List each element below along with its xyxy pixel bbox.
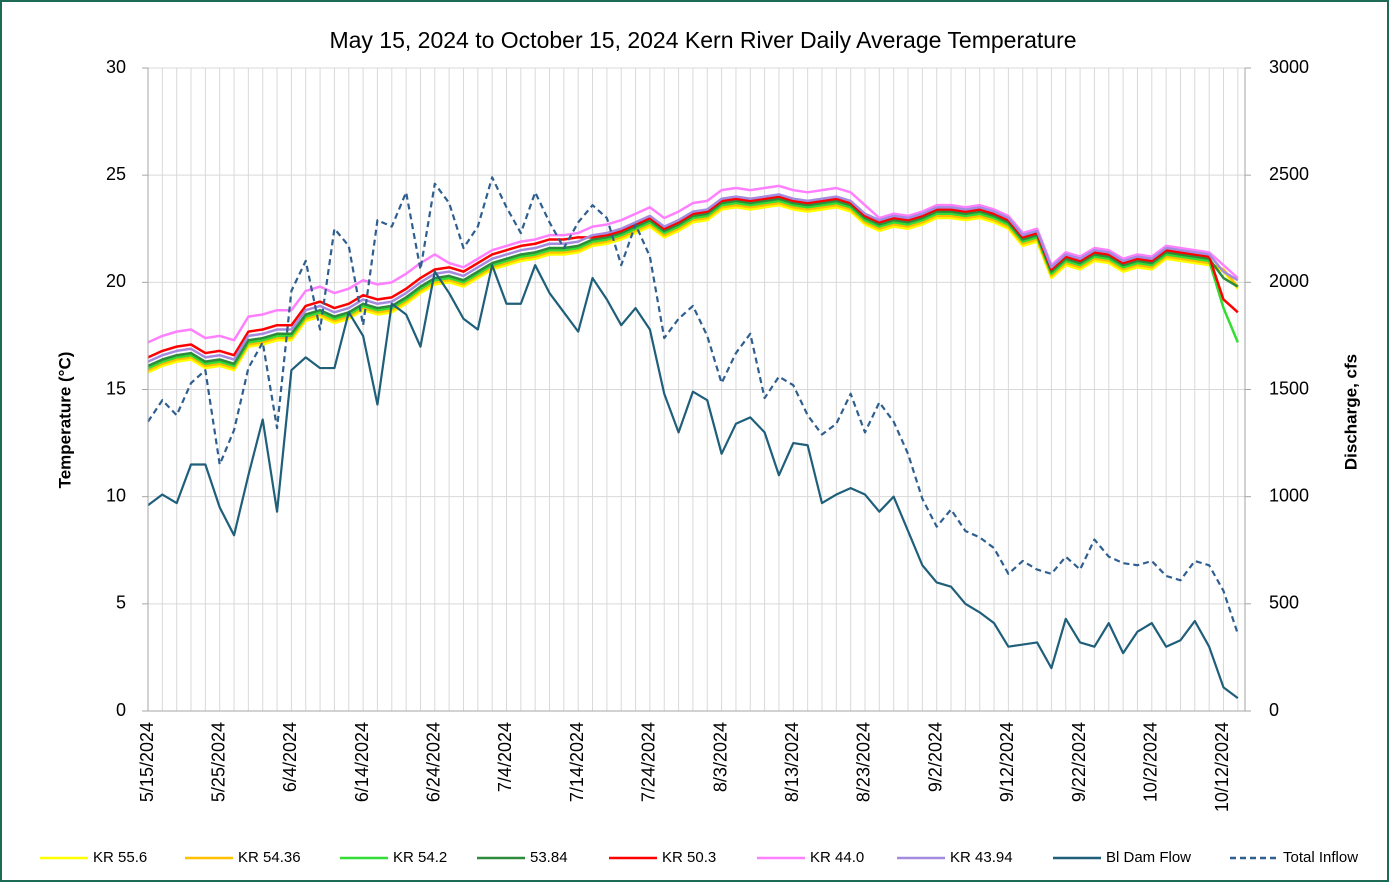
y2-axis-label: Discharge, cfs xyxy=(1341,354,1360,470)
x-tick-label: 6/4/2024 xyxy=(280,722,300,792)
y-tick-label: 20 xyxy=(106,271,126,291)
legend-label: Total Inflow xyxy=(1283,849,1358,866)
legend-label: KR 44.0 xyxy=(810,849,864,866)
legend-label: KR 54.36 xyxy=(238,849,301,866)
x-tick-label: 7/24/2024 xyxy=(639,722,659,802)
chart-title: May 15, 2024 to October 15, 2024 Kern Ri… xyxy=(329,27,1076,53)
y-tick-label: 15 xyxy=(106,378,126,398)
series-line xyxy=(147,176,1239,635)
x-tick-label: 5/15/2024 xyxy=(137,722,157,802)
series-line xyxy=(147,184,1239,344)
y2-tick-label: 2000 xyxy=(1269,271,1309,291)
y-tick-label: 25 xyxy=(106,164,126,184)
x-tick-label: 6/24/2024 xyxy=(424,722,444,802)
series-line xyxy=(147,264,1239,700)
legend-label: Bl Dam Flow xyxy=(1106,849,1191,866)
legend-label: KR 54.2 xyxy=(393,849,447,866)
x-tick-label: 8/23/2024 xyxy=(854,722,874,802)
y2-tick-label: 1000 xyxy=(1269,485,1309,505)
y-tick-label: 30 xyxy=(106,57,126,77)
series-line xyxy=(147,203,1239,374)
series-line xyxy=(147,193,1239,363)
labels: 0 5 10 15 20 25 30 0 500 1000 1500 2000 2500 3000 5/15… xyxy=(106,57,1309,812)
x-tick-label: 7/14/2024 xyxy=(567,722,587,802)
y-tick-label: 5 xyxy=(116,593,126,613)
x-tick-label: 9/2/2024 xyxy=(925,722,945,792)
legend-label: 53.84 xyxy=(530,849,568,866)
x-tick-label: 9/12/2024 xyxy=(997,722,1017,802)
x-tick-label: 10/2/2024 xyxy=(1141,722,1161,802)
legend: KR 55.6 KR 54.36 KR 54.2 53.84 KR 50.3 KR 44.… xyxy=(40,849,1358,866)
legend-label: KR 55.6 xyxy=(93,849,147,866)
plot-lines xyxy=(147,176,1239,700)
x-tick-label: 7/4/2024 xyxy=(495,722,515,792)
x-tick-label: 8/13/2024 xyxy=(782,722,802,802)
x-tick-label: 8/3/2024 xyxy=(710,722,730,792)
y2-tick-label: 3000 xyxy=(1269,57,1309,77)
series-line xyxy=(147,201,1239,372)
y2-tick-label: 2500 xyxy=(1269,164,1309,184)
series-line xyxy=(147,195,1239,359)
x-tick-label: 5/25/2024 xyxy=(208,722,228,802)
legend-label: KR 50.3 xyxy=(662,849,716,866)
x-tick-label: 6/14/2024 xyxy=(352,722,372,802)
x-tick-label: 9/22/2024 xyxy=(1069,722,1089,802)
series-line xyxy=(147,199,1239,370)
y2-tick-label: 0 xyxy=(1269,700,1279,720)
legend-label: KR 43.94 xyxy=(950,849,1013,866)
series-line xyxy=(147,197,1239,368)
y-axis-label: Temperature (°C) xyxy=(55,352,74,489)
y-tick-label: 0 xyxy=(116,700,126,720)
x-tick-label: 10/12/2024 xyxy=(1212,722,1232,812)
y-tick-label: 10 xyxy=(106,485,126,505)
y2-tick-label: 1500 xyxy=(1269,378,1309,398)
y2-tick-label: 500 xyxy=(1269,593,1299,613)
